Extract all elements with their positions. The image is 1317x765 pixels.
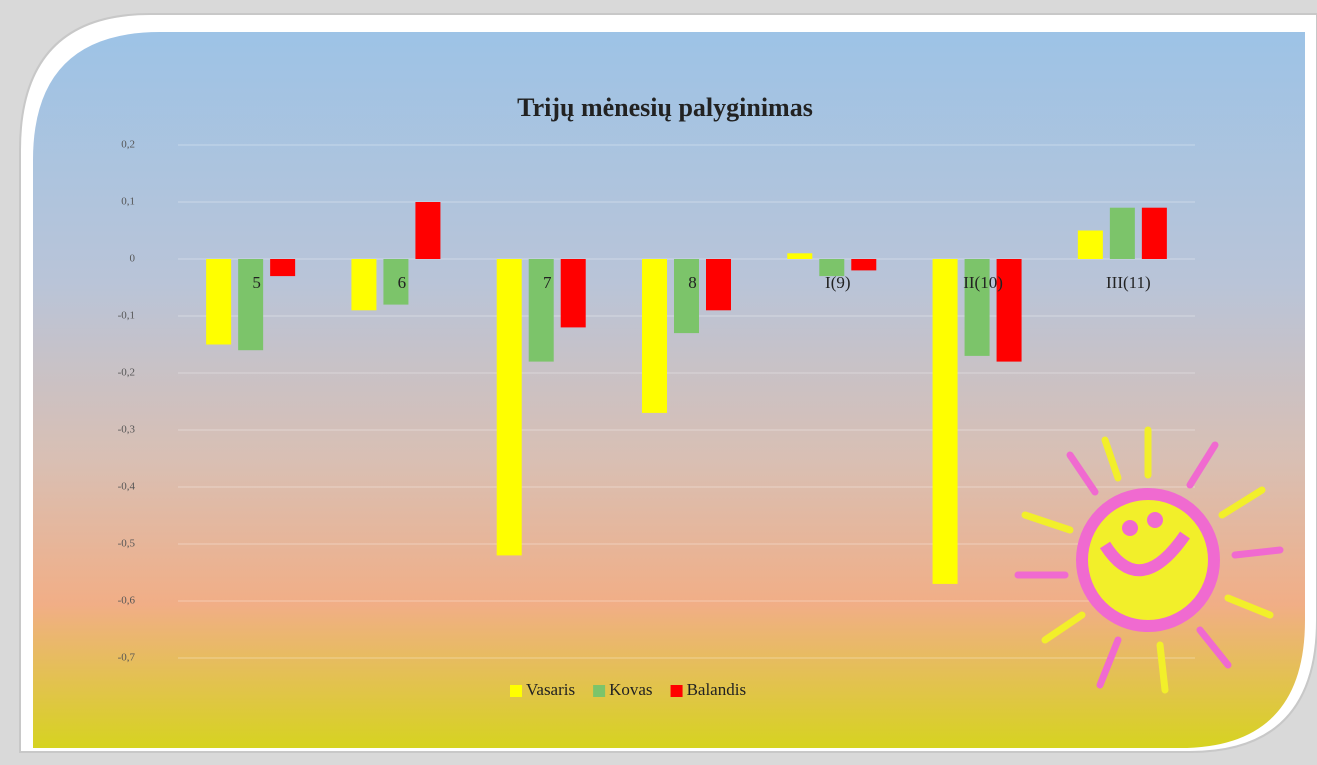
bar [1141,207,1167,259]
legend-swatch [510,685,522,697]
bar [560,259,586,328]
x-tick-label: I(9) [825,273,850,292]
x-tick-label: 8 [688,273,697,292]
bar [932,259,958,584]
bar [351,259,377,311]
y-tick-label: 0 [130,253,136,265]
y-tick-label: -0,6 [118,595,136,607]
legend-swatch [670,685,683,697]
y-tick-label: 0,2 [121,139,135,151]
y-tick-label: -0,7 [118,652,136,664]
bar [787,253,813,259]
bar [996,259,1022,362]
x-tick-label: 5 [252,273,261,292]
bar [238,259,264,351]
bar [383,259,409,305]
x-tick-label: II(10) [963,273,1003,292]
y-tick-label: 0,1 [121,196,135,208]
bar [1077,230,1103,259]
bar [851,259,877,271]
x-tick-label: 6 [398,273,407,292]
bar [642,259,667,413]
bar [1109,207,1135,259]
sun-decoration [1014,426,1284,694]
plot-background [33,32,1305,748]
bar [270,259,296,277]
y-tick-label: -0,5 [118,538,136,550]
y-tick-label: -0,1 [118,310,135,322]
legend-label: Kovas [609,680,652,699]
chart-title: Trijų mėnesių palyginimas [517,93,813,122]
bar [496,259,522,556]
y-tick-label: -0,2 [118,367,135,379]
bar [415,202,441,259]
legend-label: Balandis [687,680,747,699]
x-tick-label: III(11) [1106,273,1151,292]
legend-label: Vasaris [526,680,575,699]
y-tick-label: -0,3 [118,424,136,436]
bar [819,259,845,277]
bar [528,259,554,362]
x-tick-label: 7 [543,273,552,292]
bar [206,259,232,345]
y-tick-label: -0,4 [118,481,136,493]
bar [674,259,699,334]
bar [964,259,990,356]
bar [706,259,731,311]
legend-swatch [593,685,606,697]
